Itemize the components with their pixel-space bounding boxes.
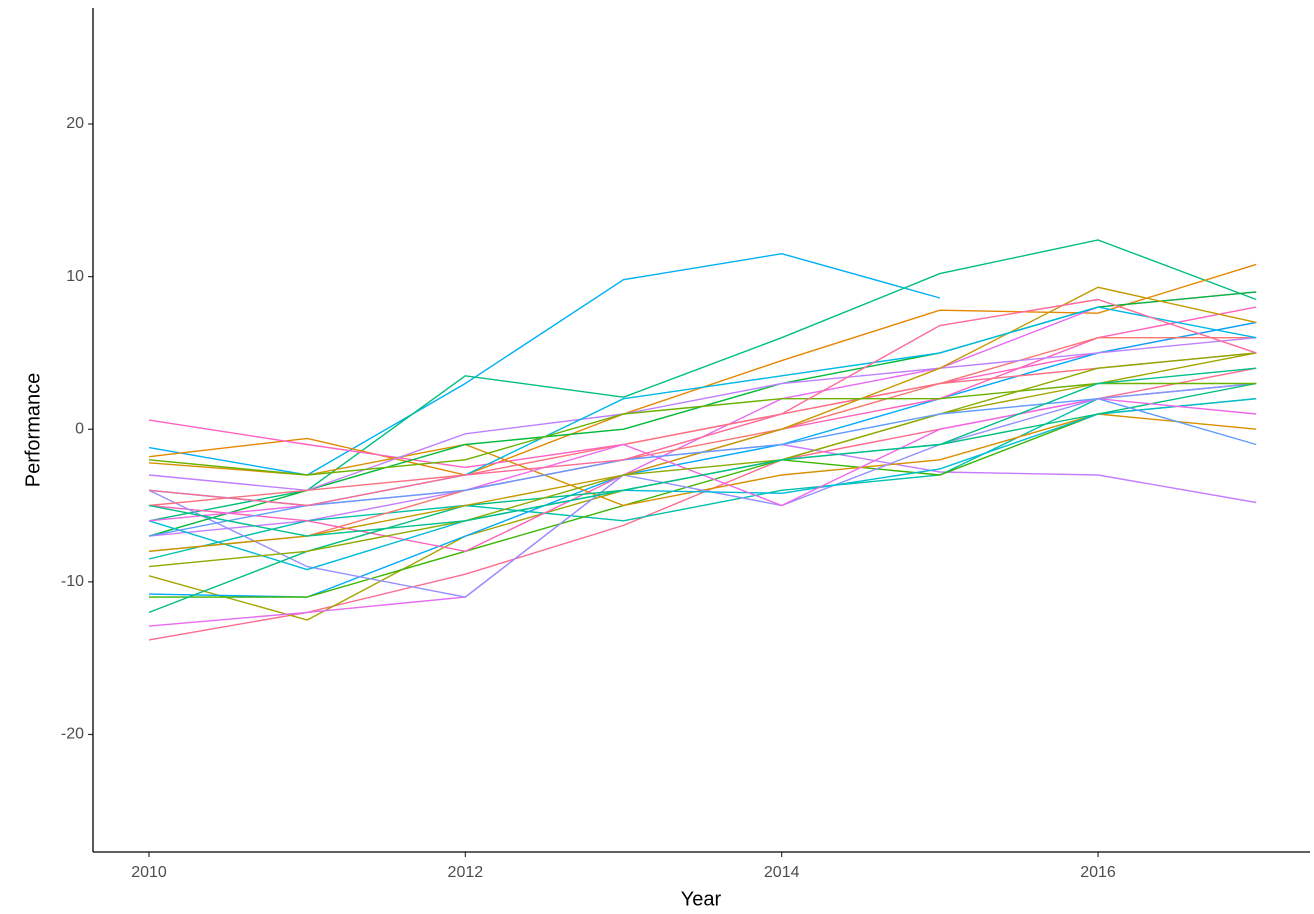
y-tick-label: 20 (66, 115, 84, 132)
series-line (148, 352, 1257, 568)
y-tick-label: 10 (66, 268, 84, 285)
series-line (148, 382, 1257, 476)
series-line (148, 321, 1257, 598)
series-line (148, 382, 1257, 598)
series-line (148, 321, 1257, 469)
x-axis-title: Year (681, 888, 722, 910)
x-tick-label: 2012 (448, 864, 484, 881)
x-tick-label: 2010 (131, 864, 167, 881)
series-line (148, 397, 1257, 537)
series-line (148, 352, 1257, 507)
series-line (148, 291, 1257, 627)
y-tick-label: -20 (61, 726, 84, 743)
series-line (148, 352, 1257, 621)
series-line (148, 337, 1257, 552)
series-line (148, 298, 1257, 507)
x-tick-label: 2014 (764, 864, 800, 881)
series-line (148, 382, 1257, 560)
y-axis-title: Performance (22, 373, 44, 488)
series-line (148, 398, 1257, 571)
series-line (148, 382, 1257, 614)
series-line (148, 263, 1257, 476)
series-line (148, 252, 941, 476)
series-line (148, 239, 1257, 522)
y-tick-label: 0 (75, 420, 84, 437)
y-tick-label: -10 (61, 573, 84, 590)
series-line (148, 337, 1257, 492)
series-line (148, 367, 1257, 537)
series-line (148, 286, 1257, 552)
series-line (148, 291, 1257, 537)
series-line (149, 398, 1257, 598)
x-tick-label: 2016 (1080, 864, 1116, 881)
